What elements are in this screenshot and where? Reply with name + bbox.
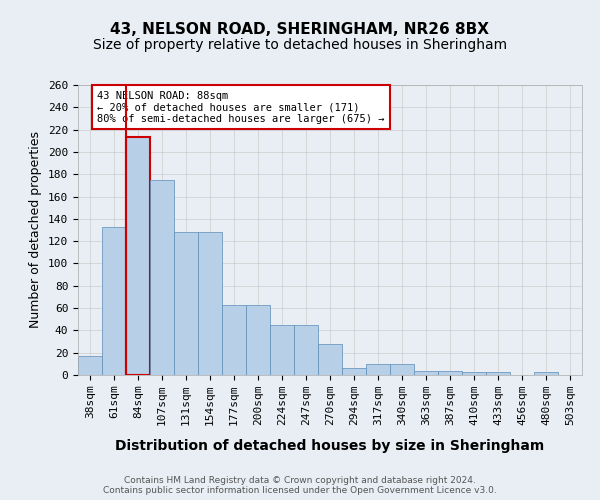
Bar bbox=[390, 364, 414, 375]
Text: 43 NELSON ROAD: 88sqm
← 20% of detached houses are smaller (171)
80% of semi-det: 43 NELSON ROAD: 88sqm ← 20% of detached … bbox=[97, 90, 385, 124]
Bar bbox=[270, 325, 294, 375]
X-axis label: Distribution of detached houses by size in Sheringham: Distribution of detached houses by size … bbox=[115, 439, 545, 453]
Bar bbox=[126, 138, 150, 375]
Bar bbox=[246, 304, 270, 375]
Bar bbox=[342, 368, 366, 375]
Text: Size of property relative to detached houses in Sheringham: Size of property relative to detached ho… bbox=[93, 38, 507, 52]
Bar bbox=[78, 356, 102, 375]
Bar bbox=[486, 372, 510, 375]
Bar bbox=[102, 226, 126, 375]
Bar bbox=[462, 372, 486, 375]
Bar bbox=[150, 180, 174, 375]
Bar bbox=[438, 370, 462, 375]
Bar bbox=[534, 372, 558, 375]
Bar bbox=[318, 344, 342, 375]
Bar bbox=[222, 304, 246, 375]
Y-axis label: Number of detached properties: Number of detached properties bbox=[29, 132, 43, 328]
Bar bbox=[174, 232, 198, 375]
Bar bbox=[366, 364, 390, 375]
Text: 43, NELSON ROAD, SHERINGHAM, NR26 8BX: 43, NELSON ROAD, SHERINGHAM, NR26 8BX bbox=[110, 22, 490, 38]
Text: Contains HM Land Registry data © Crown copyright and database right 2024.
Contai: Contains HM Land Registry data © Crown c… bbox=[103, 476, 497, 495]
Bar bbox=[198, 232, 222, 375]
Bar bbox=[414, 370, 438, 375]
Bar bbox=[294, 325, 318, 375]
